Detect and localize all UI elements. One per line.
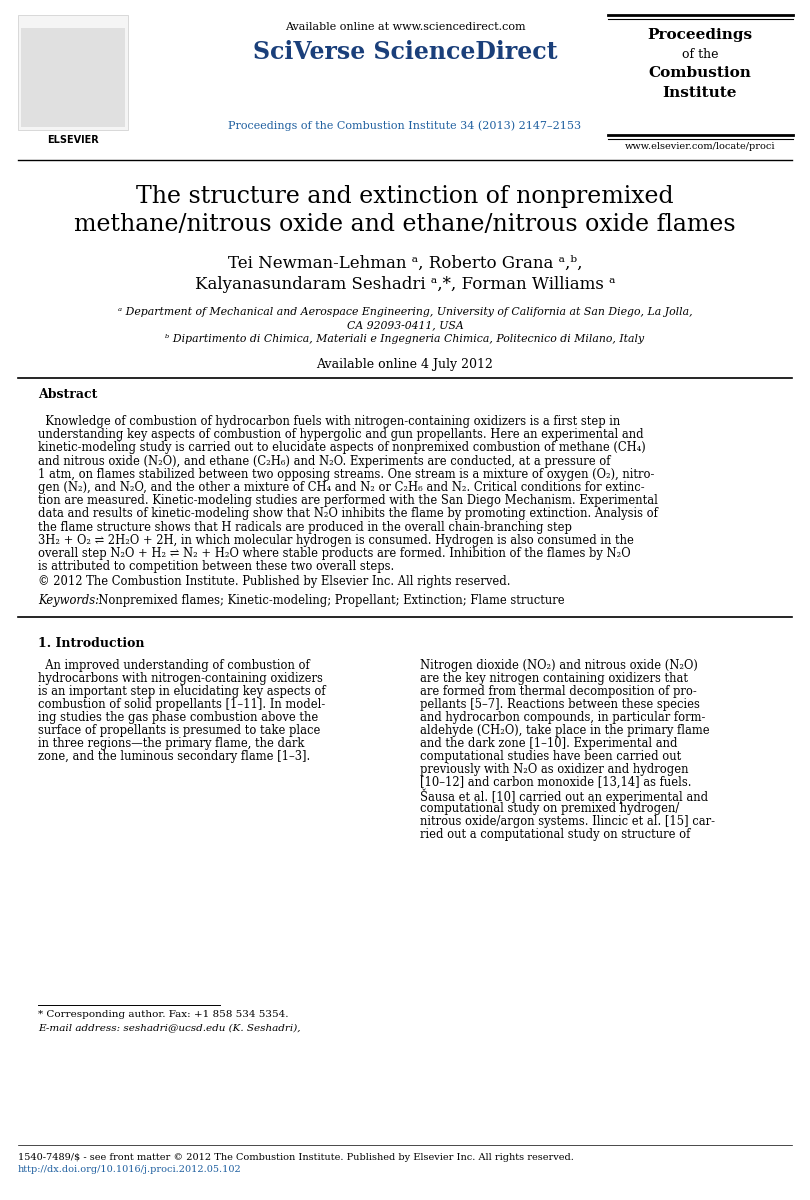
Text: Tei Newman-Lehman ᵃ, Roberto Grana ᵃ,ᵇ,: Tei Newman-Lehman ᵃ, Roberto Grana ᵃ,ᵇ, xyxy=(228,254,582,272)
Text: The structure and extinction of nonpremixed: The structure and extinction of nonpremi… xyxy=(136,185,674,208)
Text: hydrocarbons with nitrogen-containing oxidizers: hydrocarbons with nitrogen-containing ox… xyxy=(38,672,323,685)
Text: tion are measured. Kinetic-modeling studies are performed with the San Diego Mec: tion are measured. Kinetic-modeling stud… xyxy=(38,494,658,508)
Text: Institute: Institute xyxy=(663,86,737,100)
Bar xyxy=(18,14,128,130)
Text: in three regions—the primary flame, the dark: in three regions—the primary flame, the … xyxy=(38,737,305,750)
Text: zone, and the luminous secondary flame [1–3].: zone, and the luminous secondary flame [… xyxy=(38,750,310,763)
Text: pellants [5–7]. Reactions between these species: pellants [5–7]. Reactions between these … xyxy=(420,698,700,710)
Text: [10–12] and carbon monoxide [13,14] as fuels.: [10–12] and carbon monoxide [13,14] as f… xyxy=(420,776,692,788)
Text: are formed from thermal decomposition of pro-: are formed from thermal decomposition of… xyxy=(420,685,697,698)
Text: 1540-7489/$ - see front matter © 2012 The Combustion Institute. Published by Els: 1540-7489/$ - see front matter © 2012 Th… xyxy=(18,1153,573,1162)
Text: the flame structure shows that H radicals are produced in the overall chain-bran: the flame structure shows that H radical… xyxy=(38,521,572,534)
Text: 1 atm, on flames stabilized between two opposing streams. One stream is a mixtur: 1 atm, on flames stabilized between two … xyxy=(38,468,654,481)
Text: methane/nitrous oxide and ethane/nitrous oxide flames: methane/nitrous oxide and ethane/nitrous… xyxy=(75,214,735,236)
Text: aldehyde (CH₂O), take place in the primary flame: aldehyde (CH₂O), take place in the prima… xyxy=(420,724,710,737)
Text: Nonpremixed flames; Kinetic-modeling; Propellant; Extinction; Flame structure: Nonpremixed flames; Kinetic-modeling; Pr… xyxy=(91,594,565,607)
Text: Proceedings of the Combustion Institute 34 (2013) 2147–2153: Proceedings of the Combustion Institute … xyxy=(228,120,582,131)
Text: Proceedings: Proceedings xyxy=(647,28,752,42)
Text: ELSEVIER: ELSEVIER xyxy=(47,134,99,145)
Text: and nitrous oxide (N₂O), and ethane (C₂H₆) and N₂O. Experiments are conducted, a: and nitrous oxide (N₂O), and ethane (C₂H… xyxy=(38,455,611,468)
Text: 3H₂ + O₂ ⇌ 2H₂O + 2H, in which molecular hydrogen is consumed. Hydrogen is also : 3H₂ + O₂ ⇌ 2H₂O + 2H, in which molecular… xyxy=(38,534,634,547)
Text: Available online 4 July 2012: Available online 4 July 2012 xyxy=(317,358,493,371)
Text: CA 92093-0411, USA: CA 92093-0411, USA xyxy=(347,320,463,330)
Text: © 2012 The Combustion Institute. Published by Elsevier Inc. All rights reserved.: © 2012 The Combustion Institute. Publish… xyxy=(38,575,510,588)
Text: Keywords:: Keywords: xyxy=(38,594,99,607)
Text: http://dx.doi.org/10.1016/j.proci.2012.05.102: http://dx.doi.org/10.1016/j.proci.2012.0… xyxy=(18,1165,241,1174)
Text: * Corresponding author. Fax: +1 858 534 5354.: * Corresponding author. Fax: +1 858 534 … xyxy=(38,1010,288,1019)
Text: and hydrocarbon compounds, in particular form-: and hydrocarbon compounds, in particular… xyxy=(420,710,706,724)
Text: ᵇ Dipartimento di Chimica, Materiali e Ingegneria Chimica, Politecnico di Milano: ᵇ Dipartimento di Chimica, Materiali e I… xyxy=(165,334,645,344)
Text: computational studies have been carried out: computational studies have been carried … xyxy=(420,750,681,763)
Text: overall step N₂O + H₂ ⇌ N₂ + H₂O where stable products are formed. Inhibition of: overall step N₂O + H₂ ⇌ N₂ + H₂O where s… xyxy=(38,547,631,560)
Text: Available online at www.sciencedirect.com: Available online at www.sciencedirect.co… xyxy=(284,22,526,32)
Text: of the: of the xyxy=(682,48,718,61)
Text: previously with N₂O as oxidizer and hydrogen: previously with N₂O as oxidizer and hydr… xyxy=(420,763,688,776)
Text: ing studies the gas phase combustion above the: ing studies the gas phase combustion abo… xyxy=(38,710,318,724)
Text: Nitrogen dioxide (NO₂) and nitrous oxide (N₂O): Nitrogen dioxide (NO₂) and nitrous oxide… xyxy=(420,659,698,672)
Text: ried out a computational study on structure of: ried out a computational study on struct… xyxy=(420,828,690,841)
Text: Knowledge of combustion of hydrocarbon fuels with nitrogen-containing oxidizers : Knowledge of combustion of hydrocarbon f… xyxy=(38,415,620,428)
Text: Abstract: Abstract xyxy=(38,388,97,401)
Text: surface of propellants is presumed to take place: surface of propellants is presumed to ta… xyxy=(38,724,321,737)
Text: Combustion: Combustion xyxy=(649,66,752,80)
Text: is attributed to competition between these two overall steps.: is attributed to competition between the… xyxy=(38,560,394,574)
Text: combustion of solid propellants [1–11]. In model-: combustion of solid propellants [1–11]. … xyxy=(38,698,326,710)
Text: Kalyanasundaram Seshadri ᵃ,*, Forman Williams ᵃ: Kalyanasundaram Seshadri ᵃ,*, Forman Wil… xyxy=(194,276,616,293)
Text: SciVerse ScienceDirect: SciVerse ScienceDirect xyxy=(253,40,557,64)
Text: kinetic-modeling study is carried out to elucidate aspects of nonpremixed combus: kinetic-modeling study is carried out to… xyxy=(38,442,646,455)
Text: understanding key aspects of combustion of hypergolic and gun propellants. Here : understanding key aspects of combustion … xyxy=(38,428,644,442)
Bar xyxy=(21,28,125,127)
Text: are the key nitrogen containing oxidizers that: are the key nitrogen containing oxidizer… xyxy=(420,672,688,685)
Text: gen (N₂), and N₂O, and the other a mixture of CH₄ and N₂ or C₂H₆ and N₂. Critica: gen (N₂), and N₂O, and the other a mixtu… xyxy=(38,481,645,494)
Text: data and results of kinetic-modeling show that N₂O inhibits the flame by promoti: data and results of kinetic-modeling sho… xyxy=(38,508,658,521)
Text: 1. Introduction: 1. Introduction xyxy=(38,637,144,650)
Text: computational study on premixed hydrogen/: computational study on premixed hydrogen… xyxy=(420,802,680,815)
Text: and the dark zone [1–10]. Experimental and: and the dark zone [1–10]. Experimental a… xyxy=(420,737,677,750)
Text: nitrous oxide/argon systems. Ilincic et al. [15] car-: nitrous oxide/argon systems. Ilincic et … xyxy=(420,815,715,828)
Text: is an important step in elucidating key aspects of: is an important step in elucidating key … xyxy=(38,685,326,698)
Text: An improved understanding of combustion of: An improved understanding of combustion … xyxy=(38,659,309,672)
Text: www.elsevier.com/locate/proci: www.elsevier.com/locate/proci xyxy=(625,142,775,151)
Text: E-mail address: seshadri@ucsd.edu (K. Seshadri),: E-mail address: seshadri@ucsd.edu (K. Se… xyxy=(38,1022,301,1032)
Text: Šausa et al. [10] carried out an experimental and: Šausa et al. [10] carried out an experim… xyxy=(420,788,708,804)
Text: ᵃ Department of Mechanical and Aerospace Engineering, University of California a: ᵃ Department of Mechanical and Aerospace… xyxy=(117,307,693,317)
